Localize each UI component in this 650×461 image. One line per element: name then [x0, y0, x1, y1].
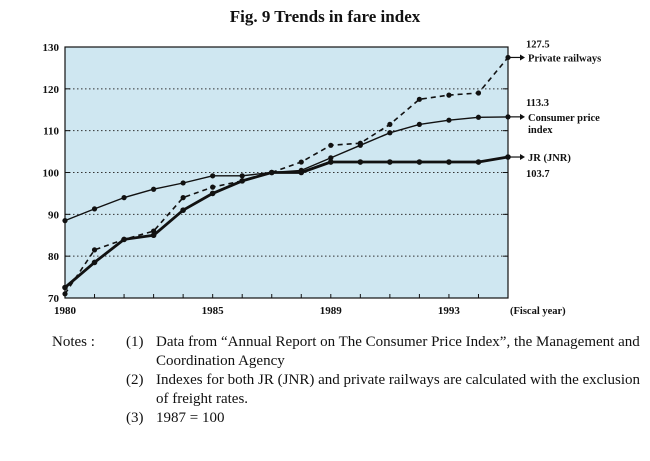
y-tick-label: 120: [43, 84, 60, 96]
notes: Notes : (1) Data from “Annual Report on …: [52, 333, 642, 428]
note-item-3: (3) 1987 = 100: [52, 409, 642, 428]
plot-frame: [64, 46, 509, 299]
data-point: [505, 154, 511, 160]
series-line: [64, 56, 509, 295]
data-point: [416, 96, 422, 102]
series-layer: [62, 54, 511, 297]
y-tick-label: 90: [48, 209, 60, 221]
data-point: [505, 114, 511, 120]
data-point: [121, 195, 127, 201]
data-point: [91, 206, 98, 212]
chart: Fig. 9 Trends in fare index 70 80 90 100 110…: [43, 7, 602, 317]
arrow-head: [520, 154, 525, 161]
series-jr-jnr: [62, 154, 511, 291]
data-point: [91, 247, 98, 253]
data-point: [446, 92, 452, 98]
data-point: [150, 232, 157, 239]
series-end-value: 103.7: [526, 169, 550, 180]
data-point: [210, 173, 216, 179]
data-point: [298, 169, 305, 176]
y-tick-label: 100: [43, 168, 60, 180]
y-tick-label: 70: [48, 293, 60, 305]
series-end-value: 113.3: [526, 98, 549, 109]
data-point: [446, 159, 452, 165]
y-tick-label: 130: [43, 42, 60, 54]
data-point: [151, 186, 157, 192]
data-point: [239, 178, 245, 184]
chart-title: Fig. 9 Trends in fare index: [230, 7, 421, 26]
note-text: Data from “Annual Report on The Consumer…: [156, 334, 640, 369]
data-point: [62, 284, 68, 291]
series-end-value: 127.5: [526, 39, 550, 50]
data-point: [446, 117, 452, 123]
data-point: [121, 236, 127, 243]
y-tick-label: 110: [43, 126, 59, 138]
data-point: [475, 159, 482, 165]
data-point: [475, 90, 482, 96]
note-number: (1): [126, 334, 144, 350]
series-labels: 127.5 Private railways 113.3 Consumer price…: [510, 39, 601, 180]
data-point: [62, 291, 68, 297]
data-point: [475, 114, 482, 120]
data-point: [91, 259, 98, 266]
data-point: [387, 159, 393, 165]
series-name-label: JR (JNR): [528, 153, 571, 164]
data-point: [357, 142, 363, 148]
x-tick-label: 1985: [202, 305, 225, 317]
data-point: [328, 159, 334, 165]
data-point: [328, 155, 334, 161]
data-point: [62, 218, 68, 224]
note-number: (3): [126, 410, 144, 426]
arrow-head: [520, 54, 525, 61]
data-point: [239, 173, 245, 179]
data-point: [416, 121, 422, 127]
x-axis-label: (Fiscal year): [510, 306, 566, 317]
series-line: [64, 155, 509, 289]
data-point: [328, 142, 334, 148]
data-point: [387, 121, 393, 127]
data-point: [298, 159, 304, 165]
x-tick-label: 1989: [320, 305, 343, 317]
note-text: 1987 = 100: [156, 410, 225, 426]
data-point: [268, 169, 275, 176]
data-point: [357, 159, 364, 165]
x-axis: 1980 1985 1989 1993: [54, 294, 509, 317]
x-tick-label: 1980: [54, 305, 77, 317]
y-tick-label: 80: [48, 251, 60, 263]
notes-prefix: Notes :: [52, 334, 95, 350]
note-item-2: (2) Indexes for both JR (JNR) and privat…: [52, 371, 642, 409]
series-name-label: index: [528, 125, 553, 136]
data-point: [180, 180, 186, 186]
x-tick-label: 1993: [438, 305, 461, 317]
data-point: [210, 184, 216, 190]
arrow-head: [520, 113, 525, 120]
series-name-label: Private railways: [528, 53, 601, 64]
data-point: [416, 159, 423, 165]
data-point: [180, 195, 186, 201]
data-point: [209, 190, 216, 197]
note-item-1: Notes : (1) Data from “Annual Report on …: [52, 333, 642, 371]
y-axis: 70 80 90 100 110 120 130: [43, 42, 509, 305]
data-point: [505, 54, 511, 61]
data-point: [387, 130, 393, 136]
series-name-label: Consumer price: [528, 113, 600, 124]
data-point: [180, 207, 186, 213]
note-text: Indexes for both JR (JNR) and private ra…: [156, 372, 641, 407]
note-number: (2): [126, 372, 144, 388]
